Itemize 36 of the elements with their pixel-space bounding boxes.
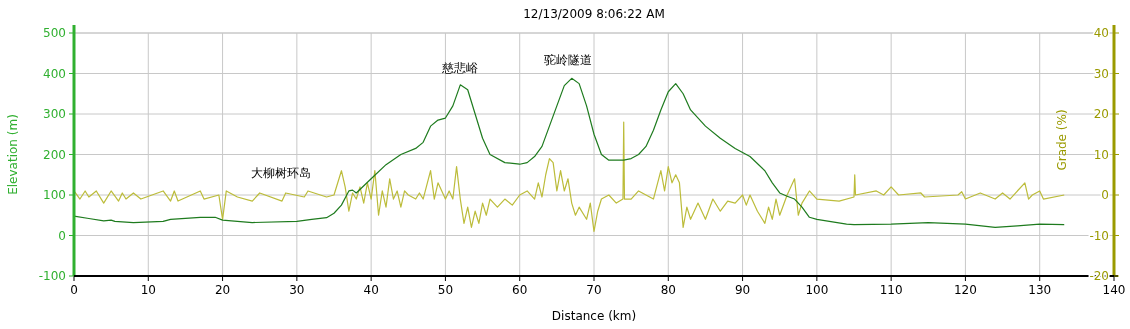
y-tick-label: 100 bbox=[43, 188, 66, 202]
x-tick-label: 130 bbox=[1028, 283, 1052, 297]
annotation: 慈悲峪 bbox=[441, 61, 478, 75]
annotation: 驼岭隧道 bbox=[544, 53, 592, 67]
y2-tick-label: -10 bbox=[1089, 228, 1109, 243]
y2-axis-title: Grade (%) bbox=[1055, 109, 1069, 171]
y2-tick-label: 30 bbox=[1093, 66, 1109, 81]
y-tick-label: 200 bbox=[43, 147, 66, 162]
x-tick-label: 30 bbox=[289, 283, 305, 297]
y-axis-title: Elevation (m) bbox=[6, 114, 20, 195]
x-tick-label: 140 bbox=[1102, 283, 1126, 297]
x-tick-label: 110 bbox=[879, 283, 903, 297]
y-tick-label: 300 bbox=[43, 107, 66, 121]
x-tick-label: 80 bbox=[660, 283, 676, 297]
y-tick-label: 500 bbox=[43, 26, 66, 40]
x-tick-label: 90 bbox=[734, 283, 751, 297]
line-series bbox=[73, 77, 1065, 228]
x-tick-label: 70 bbox=[586, 283, 602, 297]
x-tick-label: 100 bbox=[805, 283, 829, 297]
y2-tick-label: 20 bbox=[1093, 107, 1109, 121]
x-axis-title: Distance (km) bbox=[551, 309, 637, 323]
y-tick-label: -100 bbox=[38, 269, 66, 283]
x-tick-label: 0 bbox=[70, 283, 78, 297]
x-tick-label: 50 bbox=[437, 283, 454, 297]
x-tick-label: 60 bbox=[512, 283, 528, 297]
annotation: 大柳树环岛 bbox=[251, 166, 311, 180]
chart-title: 12/13/2009 8:06:22 AM bbox=[523, 7, 665, 21]
y-tick-label: 400 bbox=[43, 66, 66, 81]
y2-tick-label: 10 bbox=[1093, 147, 1109, 162]
y2-tick-label: 40 bbox=[1093, 26, 1109, 40]
x-tick-label: 10 bbox=[140, 283, 156, 297]
x-tick-label: 120 bbox=[953, 283, 977, 297]
y-tick-label: 0 bbox=[58, 228, 66, 243]
x-tick-label: 40 bbox=[363, 283, 379, 297]
y2-tick-label: 0 bbox=[1101, 188, 1109, 202]
x-tick-label: 20 bbox=[214, 283, 231, 297]
